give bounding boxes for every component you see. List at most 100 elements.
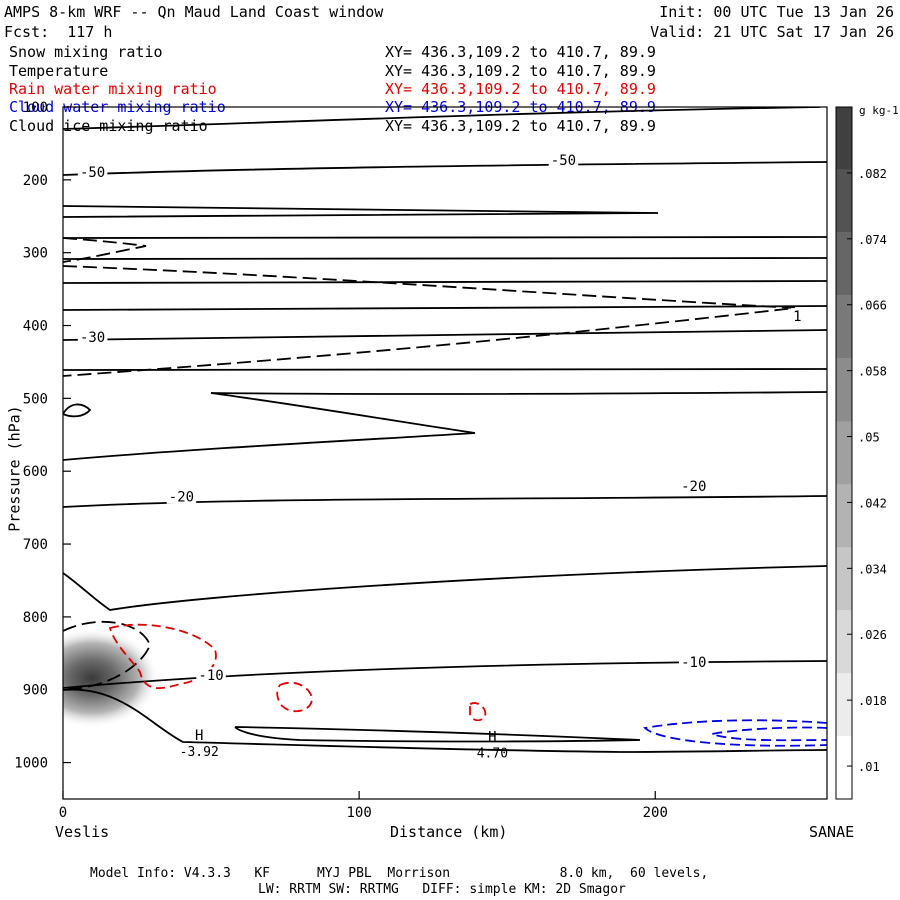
legend-cloud-ice-xy: XY= 436.3,109.2 to 410.7, 89.9 xyxy=(385,117,656,135)
model-info-line2: LW: RRTM SW: RRTMG DIFF: simple KM: 2D S… xyxy=(258,882,626,897)
colorbar-tick-label: .058 xyxy=(858,365,887,379)
x-axis-label: Distance (km) xyxy=(390,823,508,841)
y-tick-label: 100 xyxy=(23,100,48,116)
high-symbol: H xyxy=(195,728,203,744)
snow-shading xyxy=(63,628,160,728)
temperature-contour-minus50 xyxy=(63,161,827,176)
colorbar-tick-label: .026 xyxy=(858,628,887,642)
colorbar-segment xyxy=(836,673,852,737)
cloud-ice-contour-long xyxy=(63,265,796,377)
temperature-contours xyxy=(63,107,827,753)
temperature-contour-label: -20 xyxy=(681,479,706,495)
rain-contour-small xyxy=(469,702,487,722)
x-tick-label: 200 xyxy=(643,805,668,821)
x-tick-label: 0 xyxy=(59,805,67,821)
colorbar-tick-label: .01 xyxy=(858,760,880,774)
axis-ticks xyxy=(62,106,656,799)
temperature-contour-upper-lobe xyxy=(63,205,659,218)
rain-contours xyxy=(108,623,487,722)
plot-frame xyxy=(62,106,828,800)
colorbar-segment xyxy=(836,107,852,170)
temperature-contour-minus30 xyxy=(63,329,827,341)
temperature-contour-label-bg xyxy=(196,667,226,683)
cloud-water-contour-outer xyxy=(643,719,827,747)
rain-contour-medium xyxy=(276,681,313,713)
y-tick-label: 700 xyxy=(23,537,48,553)
y-tick-label: 900 xyxy=(23,683,48,699)
colorbar-tick-label: .074 xyxy=(858,233,887,247)
cloud-ice-contour-top-left xyxy=(63,237,147,263)
colorbar-tick-label: .018 xyxy=(858,694,887,708)
legend-rain-label: Rain water mixing ratio xyxy=(9,80,217,98)
temperature-contour-237 xyxy=(63,236,827,239)
temperature-contour-near-surface xyxy=(63,688,827,753)
chart-title: AMPS 8-km WRF -- Qn Maud Land Coast wind… xyxy=(4,3,384,21)
axis-labels: 100 200 300 400 500 600 700 800 900 1000 0 100 200 xyxy=(14,100,668,821)
colorbar-segment xyxy=(836,484,852,548)
colorbar-segment xyxy=(836,421,852,485)
temperature-contour-label: -10 xyxy=(198,668,223,684)
y-axis-label: Pressure (hPa) xyxy=(5,405,24,532)
colorbar-segment xyxy=(836,736,852,799)
temperature-contour-label-bg xyxy=(548,152,579,168)
temperature-contour-label: -50 xyxy=(551,153,576,169)
temperature-contour-surface-lobe xyxy=(234,726,641,743)
high-value: 4.70 xyxy=(477,747,508,762)
temperature-contour-258 xyxy=(63,257,827,260)
init-time: Init: 00 UTC Tue 13 Jan 26 xyxy=(659,3,894,21)
y-tick-label: 200 xyxy=(23,173,48,189)
y-tick-label: 500 xyxy=(23,391,48,407)
high-value: -3.92 xyxy=(180,745,219,760)
temperature-contour-369 xyxy=(63,368,827,372)
legend-rain-xy: XY= 436.3,109.2 to 410.7, 89.9 xyxy=(385,80,656,98)
high-symbol: H xyxy=(488,730,496,746)
colorbar-segment xyxy=(836,169,852,233)
colorbar-tick-label: .066 xyxy=(858,299,887,313)
colorbar-tick-label: .042 xyxy=(858,496,887,510)
right-endpoint-label: SANAE xyxy=(809,823,855,841)
model-info-line1: Model Info: V4.3.3 KF MYJ PBL Morrison 8… xyxy=(90,866,709,881)
temperature-contour-minus20 xyxy=(63,495,827,508)
y-tick-label: 600 xyxy=(23,464,48,480)
temperature-contour-lower xyxy=(63,565,827,611)
legend-snow-xy: XY= 436.3,109.2 to 410.7, 89.9 xyxy=(385,43,656,61)
temperature-contour-label: -20 xyxy=(169,490,194,506)
colorbar-segment xyxy=(836,358,852,422)
y-tick-label: 400 xyxy=(23,319,48,335)
temperature-contour-top xyxy=(63,107,821,130)
y-tick-label: 300 xyxy=(23,246,48,262)
colorbar-tick-label: .05 xyxy=(858,431,880,445)
temperature-contour-label-bg xyxy=(678,654,709,670)
cloud-water-contour-inner xyxy=(708,726,827,742)
cloud-ice-contours xyxy=(63,237,796,690)
y-tick-label: 800 xyxy=(23,610,48,626)
rain-contour-large xyxy=(108,623,217,690)
temperature-contour-label: -30 xyxy=(80,330,105,346)
temperature-contour-label: -10 xyxy=(681,655,706,671)
temperature-contour-label: -50 xyxy=(80,165,105,181)
legend-snow-label: Snow mixing ratio xyxy=(9,43,163,61)
temperature-contour-label-bg xyxy=(678,477,709,493)
colorbar-tick-label: .082 xyxy=(858,167,887,181)
cloud-ice-contour-low xyxy=(63,620,151,690)
colorbar-unit: g kg-1 xyxy=(859,104,899,117)
cloud-ice-contour-label-bg xyxy=(791,308,804,324)
colorbar-segment xyxy=(836,547,852,611)
colorbar-segment xyxy=(836,610,852,674)
temperature-contour-small-closed xyxy=(63,403,92,418)
colorbar: .01 .018 .026 .034 .042 .05 .058 .066 .074 .082 g … xyxy=(835,104,899,800)
temperature-contour-306 xyxy=(63,305,827,311)
valid-time: Valid: 21 UTC Sat 17 Jan 26 xyxy=(650,23,894,41)
temperature-contour-middle-lobe xyxy=(63,391,827,461)
colorbar-frame xyxy=(835,106,853,800)
legend-temperature-label: Temperature xyxy=(9,62,109,80)
snow-maximum-shading xyxy=(63,628,160,728)
legend-temperature-xy: XY= 436.3,109.2 to 410.7, 89.9 xyxy=(385,62,656,80)
left-endpoint-label: Veslis xyxy=(55,823,110,841)
cloud-water-contours xyxy=(643,719,827,747)
temperature-contour-282 xyxy=(63,280,827,284)
temperature-contour-label-bg xyxy=(77,163,108,179)
temperature-contour-label-bg xyxy=(77,329,108,345)
